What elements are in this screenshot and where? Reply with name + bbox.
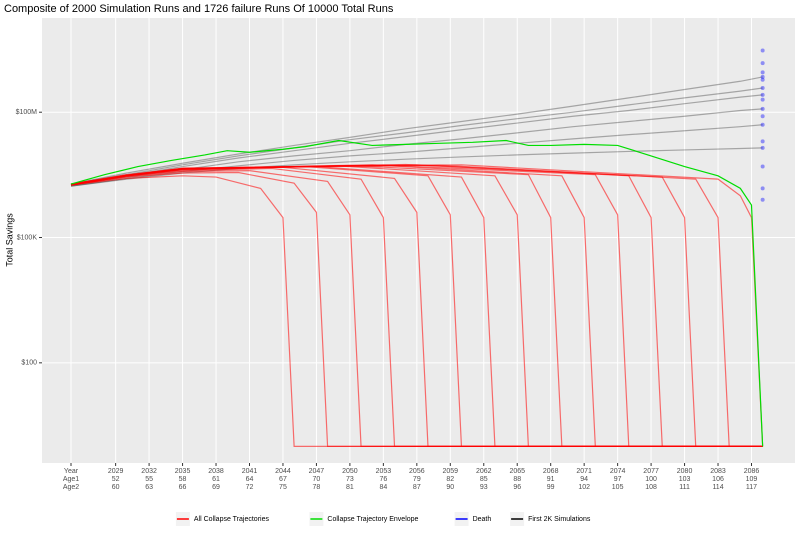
x-age1-label: 52 <box>112 476 120 483</box>
x-age2-label: 69 <box>212 484 220 491</box>
y-tick-label: $100K <box>17 234 38 241</box>
x-tick-label: 2041 <box>242 468 258 475</box>
x-tick-label: 2047 <box>309 468 325 475</box>
x-age2-label: 105 <box>612 484 624 491</box>
x-age1-label: 55 <box>145 476 153 483</box>
trajectory-line <box>70 94 763 186</box>
x-age2-label: 93 <box>480 484 488 491</box>
legend: All Collapse Trajectories Collapse Trajec… <box>175 512 591 526</box>
death-point <box>760 106 765 111</box>
x-tick-label: 2074 <box>610 468 626 475</box>
x-age1-label: Age1 <box>63 476 79 483</box>
x-age2-label: 63 <box>145 484 153 491</box>
x-age1-label: 70 <box>313 476 321 483</box>
x-age1-label: 88 <box>513 476 521 483</box>
x-tick-label: 2059 <box>443 468 459 475</box>
x-tick-label: Year <box>64 468 79 475</box>
death-point <box>760 61 765 66</box>
x-age2-label: 117 <box>746 484 757 491</box>
x-tick-label: 2056 <box>409 468 425 475</box>
y-tick-label: $100 <box>21 360 37 367</box>
x-tick-label: 2035 <box>175 468 191 475</box>
x-age1-label: 82 <box>446 476 454 483</box>
x-age1-label: 85 <box>480 476 488 483</box>
death-point <box>760 139 765 144</box>
x-tick-label: 2053 <box>376 468 392 475</box>
x-age1-label: 97 <box>614 476 622 483</box>
x-age1-label: 103 <box>679 476 691 483</box>
trajectory-line <box>70 87 763 185</box>
death-point <box>760 92 765 97</box>
x-age2-label: 78 <box>313 484 321 491</box>
y-axis-title: Total Savings <box>4 213 14 267</box>
death-point <box>760 74 765 79</box>
x-tick-label: 2044 <box>275 468 291 475</box>
x-age2-label: Age2 <box>63 484 79 491</box>
x-age2-label: 102 <box>578 484 590 491</box>
x-age2-label: 111 <box>679 484 690 491</box>
x-age2-label: 81 <box>346 484 354 491</box>
x-tick-label: 2038 <box>208 468 224 475</box>
x-age1-label: 91 <box>547 476 555 483</box>
trajectory-line <box>70 175 763 447</box>
x-age1-label: 79 <box>413 476 421 483</box>
x-age2-label: 72 <box>246 484 254 491</box>
x-tick-label: 2062 <box>476 468 492 475</box>
death-point <box>760 70 765 75</box>
x-tick-label: 2029 <box>108 468 124 475</box>
trajectory-line <box>70 139 764 447</box>
x-age1-label: 76 <box>379 476 387 483</box>
death-point <box>760 114 765 119</box>
legend-label: Death <box>473 516 492 523</box>
x-age2-label: 99 <box>547 484 555 491</box>
x-age1-label: 109 <box>746 476 758 483</box>
x-tick-label: 2080 <box>677 468 693 475</box>
trajectory-line <box>70 164 764 447</box>
death-point <box>760 145 765 150</box>
x-tick-label: 2083 <box>710 468 726 475</box>
x-age1-label: 94 <box>580 476 588 483</box>
trajectory-line <box>70 147 763 187</box>
y-tick-label: $100M <box>16 109 38 116</box>
death-point <box>760 122 765 127</box>
death-point <box>760 48 765 53</box>
x-age1-label: 67 <box>279 476 287 483</box>
legend-label: First 2K Simulations <box>528 516 591 523</box>
x-age1-label: 100 <box>645 476 657 483</box>
trajectory-line <box>70 169 763 447</box>
x-age2-label: 66 <box>179 484 187 491</box>
x-age1-label: 64 <box>246 476 254 483</box>
x-age2-label: 96 <box>513 484 521 491</box>
death-point <box>760 197 765 202</box>
death-point <box>760 77 765 82</box>
x-tick-label: 2077 <box>643 468 659 475</box>
x-age2-label: 60 <box>112 484 120 491</box>
x-age2-label: 75 <box>279 484 287 491</box>
x-age2-label: 114 <box>712 484 723 491</box>
death-point <box>760 164 765 169</box>
x-age2-label: 90 <box>446 484 454 491</box>
x-age1-label: 73 <box>346 476 354 483</box>
x-age1-label: 106 <box>712 476 724 483</box>
x-tick-label: 2050 <box>342 468 358 475</box>
x-age2-label: 108 <box>645 484 657 491</box>
x-tick-label: 2086 <box>744 468 760 475</box>
legend-label: All Collapse Trajectories <box>194 516 270 523</box>
x-tick-label: 2068 <box>543 468 559 475</box>
death-point <box>760 186 765 191</box>
x-age1-label: 58 <box>179 476 187 483</box>
death-point <box>760 97 765 102</box>
x-tick-label: 2071 <box>576 468 592 475</box>
x-tick-label: 2065 <box>509 468 525 475</box>
x-age1-label: 61 <box>212 476 220 483</box>
legend-label: Collapse Trajectory Envelope <box>327 516 418 523</box>
x-tick-label: 2032 <box>141 468 157 475</box>
trajectory-line <box>70 76 763 185</box>
chart-title: Composite of 2000 Simulation Runs and 17… <box>4 3 394 15</box>
trajectory-line <box>70 171 763 447</box>
x-age2-label: 84 <box>379 484 387 491</box>
death-point <box>760 85 765 90</box>
x-age2-label: 87 <box>413 484 421 491</box>
